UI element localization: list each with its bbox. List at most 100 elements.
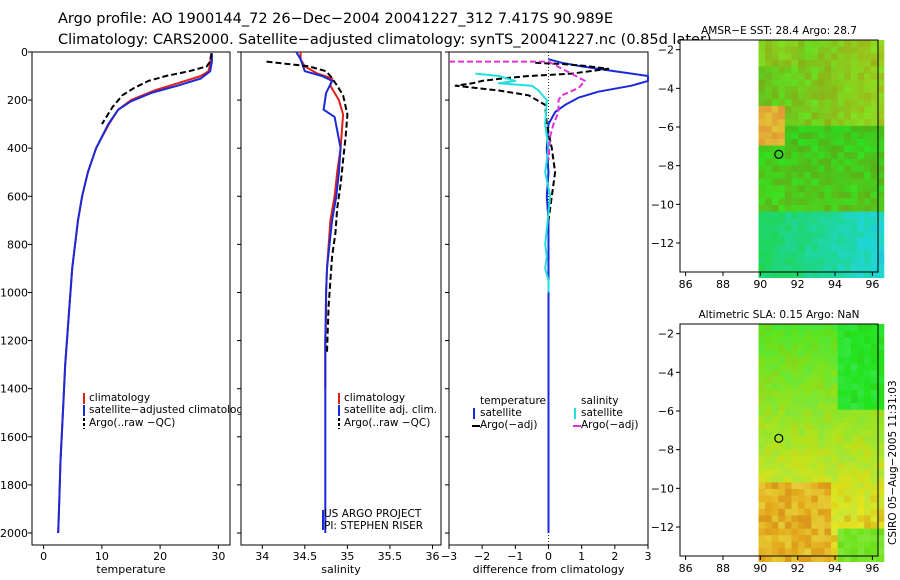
sst_map-cell bbox=[870, 86, 878, 94]
sla_map-cell bbox=[811, 548, 819, 556]
sst_map-cell bbox=[804, 145, 812, 153]
sla_map-cell bbox=[857, 396, 865, 404]
sla_map-cell bbox=[811, 357, 819, 364]
sst_map-cell bbox=[850, 112, 858, 120]
sst_map-cell bbox=[791, 132, 799, 140]
difference-series-argo bbox=[454, 61, 610, 221]
sst_map-cell bbox=[864, 92, 872, 100]
sla_map-cell bbox=[817, 528, 825, 536]
sla_map-cell bbox=[864, 416, 872, 424]
sst_map-cell bbox=[765, 178, 773, 186]
salinity-frame bbox=[240, 51, 442, 546]
sla_map-cell bbox=[758, 541, 766, 549]
sst_map-cell bbox=[817, 73, 825, 80]
sst_map-cell bbox=[758, 191, 766, 199]
sla_map-cell bbox=[864, 337, 872, 345]
sst_map-cell bbox=[778, 172, 786, 179]
sla_map-cell bbox=[837, 390, 845, 397]
sla_map-cell bbox=[817, 442, 825, 450]
sst_map-cell bbox=[850, 119, 858, 127]
sla_map-cell bbox=[784, 489, 792, 496]
sst_map-cell bbox=[824, 66, 832, 74]
sla_map-cell bbox=[765, 462, 773, 470]
sla_map-cell bbox=[824, 429, 832, 437]
sla_map-cell bbox=[850, 442, 858, 450]
sst_map-cell bbox=[804, 99, 812, 107]
sla_map-cell bbox=[791, 495, 799, 503]
sst_map-cell bbox=[870, 40, 878, 47]
sla_map-cell bbox=[831, 482, 839, 490]
sst_map-cell bbox=[811, 125, 819, 133]
sst_map-cell bbox=[791, 264, 799, 272]
sst_map-cell bbox=[765, 106, 773, 113]
sla_map-cell bbox=[864, 482, 872, 490]
sla_map-cell bbox=[850, 416, 858, 424]
sst_map-cell bbox=[771, 106, 779, 113]
difference-legend-label: salinity bbox=[581, 395, 619, 407]
sla_map-ytick-label: −8 bbox=[658, 444, 674, 457]
sla_map-cell bbox=[824, 535, 832, 543]
sst_map-cell bbox=[784, 112, 792, 120]
sla_map-cell bbox=[811, 343, 819, 351]
sla_map-cell bbox=[870, 442, 878, 450]
difference-legend-label: Argo(−adj) bbox=[480, 419, 537, 431]
sla_map-cell bbox=[870, 515, 878, 523]
sst_map-cell bbox=[817, 191, 825, 199]
sst_map-cell bbox=[771, 132, 779, 140]
sst_map-cell bbox=[791, 198, 799, 206]
sla_map-cell bbox=[831, 416, 839, 424]
sla_map-cell bbox=[778, 475, 786, 483]
sla_map-cell bbox=[844, 489, 852, 496]
sla_map-cell bbox=[844, 535, 852, 543]
sst_map-cell bbox=[758, 132, 766, 140]
sst_map-cell bbox=[831, 79, 839, 87]
sla_map-cell bbox=[831, 409, 839, 417]
sla_map-cell bbox=[870, 396, 878, 404]
sst_map-cell bbox=[778, 73, 786, 80]
sla_map-cell bbox=[824, 456, 832, 463]
sst_map-cell bbox=[791, 257, 799, 265]
sst_map-cell bbox=[817, 59, 825, 67]
difference-xtick-label: −2 bbox=[474, 550, 490, 563]
sla_map-cell bbox=[824, 376, 832, 384]
sla_map-cell bbox=[804, 363, 812, 371]
sla_map-cell bbox=[778, 522, 786, 529]
sst_map-cell bbox=[811, 158, 819, 166]
sla_map-cell bbox=[870, 429, 878, 437]
sla_map-cell bbox=[798, 337, 806, 345]
sla_map-cell bbox=[784, 376, 792, 384]
sst_map-cell bbox=[758, 244, 766, 252]
sst_map-cell bbox=[771, 79, 779, 87]
sla_map-cell bbox=[817, 370, 825, 378]
sst_map-cell bbox=[877, 271, 885, 278]
sla_map-cell bbox=[877, 416, 885, 424]
sst_map-cell bbox=[771, 172, 779, 179]
sst_map-cell bbox=[857, 125, 865, 133]
sst_map-cell bbox=[857, 264, 865, 272]
sst_map-cell bbox=[857, 238, 865, 245]
sst_map-cell bbox=[811, 106, 819, 113]
sst_map-cell bbox=[870, 238, 878, 245]
sla_map-cell bbox=[877, 548, 885, 556]
sst_map-cell bbox=[804, 224, 812, 232]
sla_map-cell bbox=[798, 462, 806, 470]
sst_map-cell bbox=[817, 185, 825, 193]
sst_map-cell bbox=[798, 145, 806, 153]
sst_map-cell bbox=[817, 165, 825, 173]
sla_map-cell bbox=[771, 409, 779, 417]
sla_map-cell bbox=[857, 376, 865, 384]
sst_map-cell bbox=[771, 185, 779, 193]
sla_map-cell bbox=[778, 396, 786, 404]
sla_map-cell bbox=[857, 522, 865, 529]
sst_map-cell bbox=[811, 178, 819, 186]
sst_map-cell bbox=[831, 218, 839, 226]
sla_map-cell bbox=[771, 489, 779, 496]
sla_map-cell bbox=[804, 442, 812, 450]
sla_map-cell bbox=[870, 555, 878, 562]
sst_map-cell bbox=[877, 218, 885, 226]
sla_map-cell bbox=[844, 383, 852, 391]
sla_map-cell bbox=[870, 456, 878, 463]
sst_map-cell bbox=[811, 231, 819, 239]
sla_map-cell bbox=[837, 324, 845, 331]
sla_map-cell bbox=[837, 489, 845, 496]
